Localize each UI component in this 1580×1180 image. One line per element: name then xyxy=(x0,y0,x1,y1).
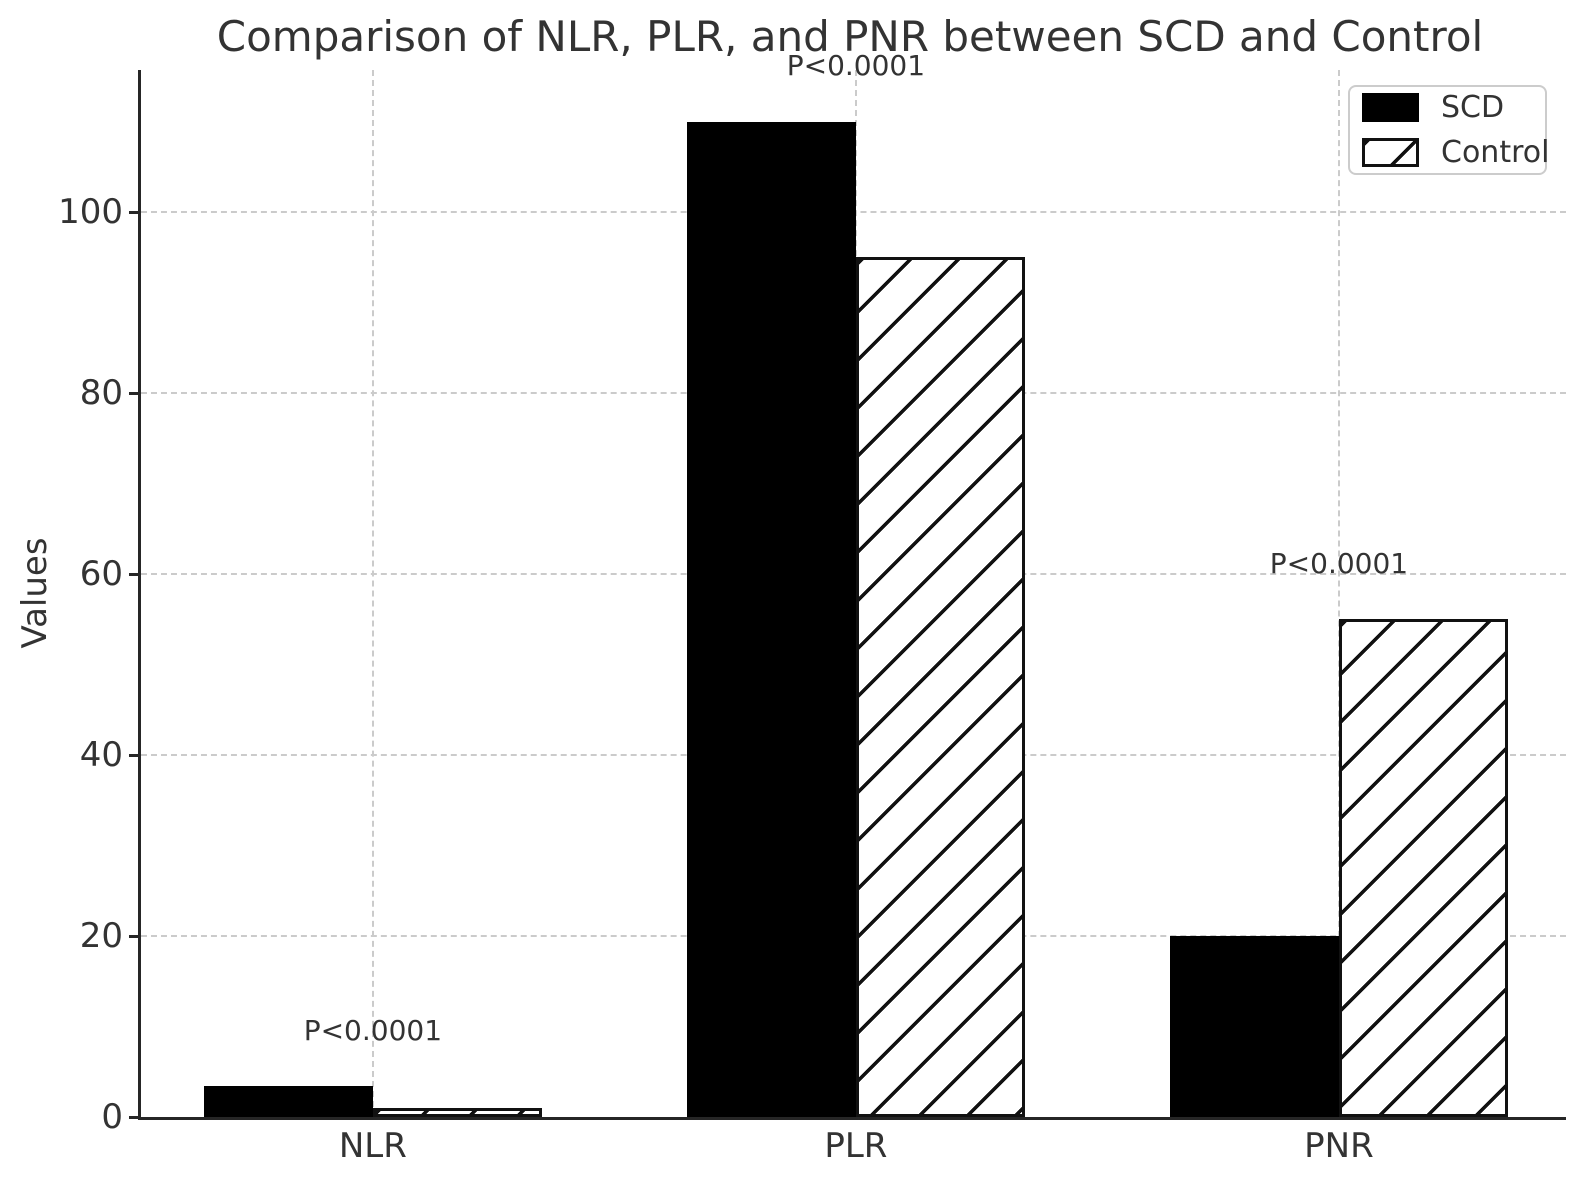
y-tick-label-40: 40 xyxy=(79,735,123,776)
y-tick-label-0: 0 xyxy=(101,1097,123,1137)
gridline-x-nlr xyxy=(371,70,374,1117)
legend-item-scd: SCD xyxy=(1362,90,1533,125)
plot-area: 0 20 40 60 80 100 NLR PLR PNR P<0.0001 P<0.0001 P<0… xyxy=(58,49,1566,1166)
x-tick-label-nlr: NLR xyxy=(338,1126,407,1166)
y-tick-label-80: 80 xyxy=(79,373,123,414)
y-tick-80 xyxy=(129,391,138,395)
legend-swatch-scd-icon xyxy=(1362,93,1419,122)
y-tick-label-100: 100 xyxy=(58,192,123,233)
y-tick-20 xyxy=(129,934,138,938)
y-tick-label-20: 20 xyxy=(79,916,123,957)
p-value-annotation-pnr: P<0.0001 xyxy=(1269,547,1409,581)
y-tick-0 xyxy=(129,1115,138,1119)
bar-control-nlr xyxy=(372,1107,542,1117)
gridline-x-pnr xyxy=(1337,70,1340,1117)
legend-swatch-control-icon xyxy=(1362,138,1419,167)
legend: SCD Control xyxy=(1348,85,1549,175)
bar-scd-nlr xyxy=(203,1086,373,1117)
chart-title: Comparison of NLR, PLR, and PNR between … xyxy=(216,12,1484,61)
bar-control-pnr xyxy=(1338,619,1509,1117)
legend-item-control: Control xyxy=(1362,135,1549,170)
y-tick-100 xyxy=(129,210,138,214)
x-tick-label-plr: PLR xyxy=(824,1126,888,1166)
p-value-annotation-nlr: P<0.0001 xyxy=(303,1014,443,1047)
x-tick-label-pnr: PNR xyxy=(1304,1126,1374,1166)
y-tick-label-60: 60 xyxy=(79,554,123,595)
bar-scd-plr xyxy=(686,121,856,1117)
y-tick-60 xyxy=(129,572,138,576)
p-value-annotation-plr: P<0.0001 xyxy=(786,49,926,83)
y-tick-40 xyxy=(129,753,138,757)
bar-control-plr xyxy=(855,257,1025,1117)
legend-label-scd: SCD xyxy=(1441,90,1505,125)
legend-label-control: Control xyxy=(1441,135,1550,170)
bar-scd-pnr xyxy=(1169,936,1339,1117)
